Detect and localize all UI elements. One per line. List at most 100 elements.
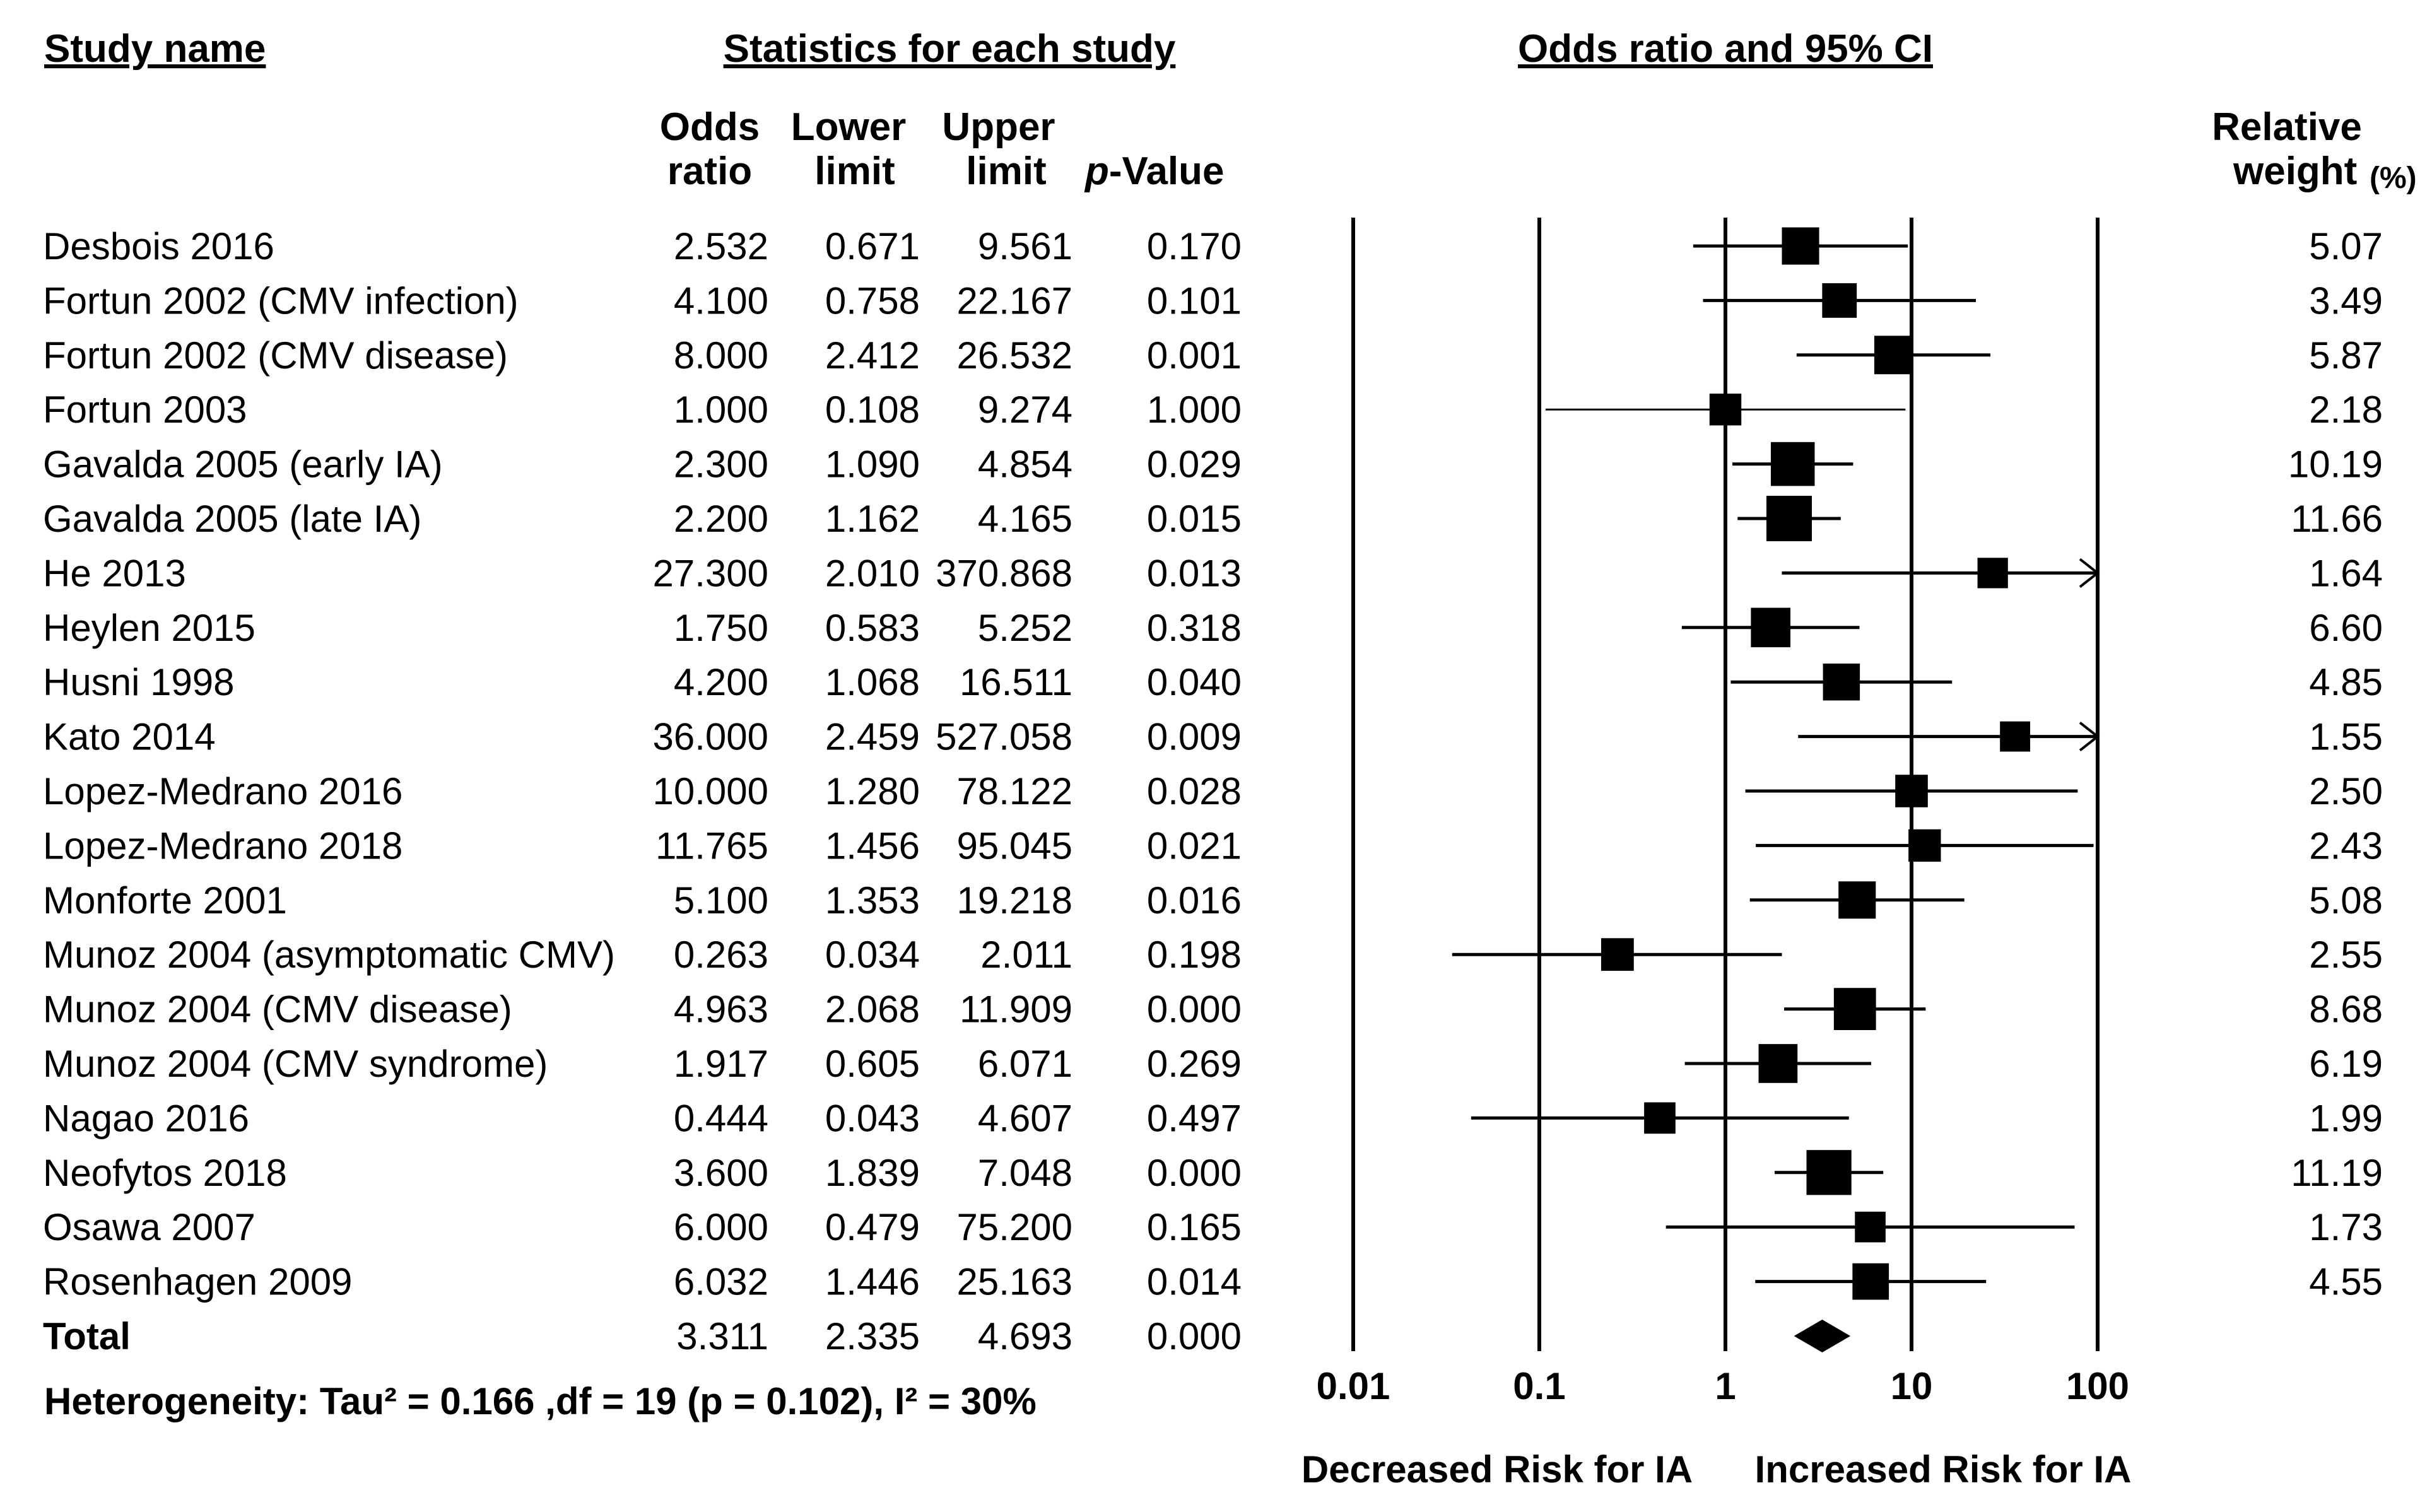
col-header-or-1: Odds [660,105,760,149]
pooled-estimate-diamond [1794,1320,1851,1352]
odds-ratio-value: 6.032 [674,1261,768,1303]
upper-limit-value: 2.011 [980,934,1072,976]
col-header-weight-unit: (%) [2370,161,2417,195]
odds-ratio-value: 1.917 [674,1043,768,1085]
relative-weight-value: 6.19 [2309,1043,2383,1085]
lower-limit-value: 1.068 [825,661,920,703]
study-name: Lopez-Medrano 2016 [43,770,402,812]
point-estimate-marker [1758,1044,1798,1083]
relative-weight-value: 6.60 [2309,607,2383,649]
lower-limit-value: 0.758 [825,279,920,322]
study-name: Fortun 2002 (CMV disease) [43,334,508,377]
point-estimate-marker [1855,1211,1886,1243]
p-value: 0.014 [1147,1261,1242,1303]
upper-limit-value: 4.693 [978,1315,1072,1357]
relative-weight-value: 11.66 [2291,498,2383,540]
col-header-upper-1: Upper [942,105,1055,149]
study-name: Rosenhagen 2009 [43,1261,352,1303]
p-value: 1.000 [1147,389,1242,431]
odds-ratio-value: 11.765 [655,824,768,867]
point-estimate-marker [2000,721,2031,752]
study-name: Heylen 2015 [43,607,256,649]
relative-weight-value: 5.07 [2309,225,2383,267]
lower-limit-value: 1.162 [825,498,920,540]
lower-limit-value: 0.605 [825,1043,920,1085]
lower-limit-value: 0.043 [825,1097,920,1139]
p-value: 0.170 [1147,225,1242,267]
p-value: 0.040 [1147,661,1242,703]
upper-limit-value: 25.163 [956,1261,1072,1303]
upper-limit-value: 78.122 [956,770,1072,812]
x-tick-label: 1 [1715,1365,1736,1407]
p-value: 0.269 [1147,1043,1242,1085]
odds-ratio-value: 10.000 [652,770,768,812]
relative-weight-value: 2.50 [2309,770,2383,812]
lower-limit-value: 2.010 [825,552,920,594]
study-name: Fortun 2002 (CMV infection) [43,279,519,322]
p-value: 0.000 [1147,988,1242,1031]
point-estimate-marker [1644,1102,1676,1134]
lower-limit-value: 2.068 [825,988,920,1031]
point-estimate-marker [1838,881,1876,919]
point-estimate-marker [1766,496,1812,541]
forest-plot-area: 0.01 0.1 1 10 100 [1317,218,2129,1407]
study-name: Munoz 2004 (CMV disease) [43,988,512,1031]
point-estimate-marker [1601,938,1634,971]
point-estimate-marker [1751,607,1790,648]
col-header-upper-2: limit [966,149,1046,193]
p-value: 0.029 [1147,443,1242,486]
relative-weight-value: 1.73 [2309,1206,2383,1248]
relative-weight-value: 1.55 [2309,716,2383,758]
point-estimate-marker [1833,988,1876,1030]
lower-limit-value: 1.280 [825,770,920,812]
p-value: 0.101 [1147,279,1242,322]
study-name: Kato 2014 [43,716,216,758]
lower-limit-value: 1.446 [825,1261,920,1303]
ci-arrow-clipped [2079,722,2100,752]
upper-limit-value: 6.071 [978,1043,1072,1085]
point-estimate-marker [1782,227,1819,265]
p-value: 0.198 [1147,934,1242,976]
upper-limit-value: 5.252 [978,607,1072,649]
study-name: Fortun 2003 [43,389,247,431]
upper-limit-value: 527.058 [936,716,1072,758]
odds-ratio-value: 2.532 [674,225,768,267]
p-value: 0.016 [1147,879,1242,922]
odds-ratio-value: 6.000 [674,1206,768,1248]
study-name: Monforte 2001 [43,879,287,922]
relative-weight-value: 1.99 [2309,1097,2383,1139]
p-value: 0.021 [1147,824,1242,867]
lower-limit-value: 0.583 [825,607,920,649]
p-value: 0.028 [1147,770,1242,812]
relative-weight-value: 5.08 [2309,879,2383,922]
upper-limit-value: 370.868 [936,552,1072,594]
col-header-weight-2: weight [2233,149,2357,193]
relative-weight-value: 10.19 [2288,443,2383,486]
odds-ratio-value: 3.311 [676,1315,768,1357]
upper-limit-value: 75.200 [956,1206,1072,1248]
heterogeneity-text: Heterogeneity: Tau² = 0.166 ,df = 19 (p … [44,1380,1037,1422]
upper-limit-value: 22.167 [956,279,1072,322]
relative-weight-value: 3.49 [2309,279,2383,322]
odds-ratio-value: 4.200 [674,661,768,703]
odds-ratio-value: 0.263 [674,934,768,976]
odds-ratio-value: 36.000 [652,716,768,758]
odds-ratio-value: 8.000 [674,334,768,377]
upper-limit-value: 7.048 [978,1152,1072,1194]
odds-ratio-value: 3.600 [674,1152,768,1194]
study-name: Neofytos 2018 [43,1152,287,1194]
upper-limit-value: 4.165 [978,498,1072,540]
p-value: 0.013 [1147,552,1242,594]
odds-ratio-value: 1.000 [674,389,768,431]
pvalue-italic-p: p [1084,149,1109,193]
relative-weight-value: 4.85 [2309,661,2383,703]
col-header-lower-2: limit [814,149,895,193]
study-name: Munoz 2004 (asymptomatic CMV) [43,934,615,976]
lower-limit-value: 2.335 [825,1315,920,1357]
study-name: He 2013 [43,552,186,594]
odds-ratio-value: 2.300 [674,443,768,486]
p-value: 0.318 [1147,607,1242,649]
point-estimate-marker [1823,663,1860,701]
lower-limit-value: 1.353 [825,879,920,922]
